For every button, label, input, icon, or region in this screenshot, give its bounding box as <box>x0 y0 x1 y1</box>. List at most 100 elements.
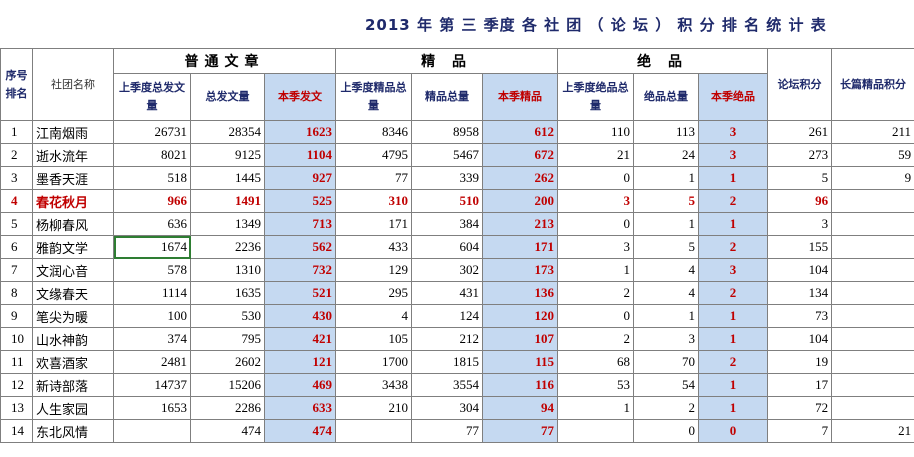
prev-total-articles-cell[interactable]: 578 <box>113 258 191 282</box>
prev-total-articles-cell[interactable]: 8021 <box>113 143 191 167</box>
total-jingpin-cell[interactable]: 510 <box>411 189 483 213</box>
club-name-cell[interactable]: 新诗部落 <box>32 373 114 397</box>
prev-jingpin-cell[interactable]: 3438 <box>335 373 412 397</box>
total-juepin-cell[interactable]: 5 <box>633 189 700 213</box>
club-name-cell[interactable]: 山水神韵 <box>32 327 114 351</box>
this-quarter-juepin-cell[interactable]: 3 <box>698 258 769 282</box>
forum-points-cell[interactable]: 17 <box>767 373 833 397</box>
this-quarter-jingpin-cell[interactable]: 94 <box>481 396 559 420</box>
juepin-group-header[interactable]: 绝 品 <box>557 48 769 74</box>
prev-juepin-cell[interactable]: 2 <box>557 327 635 351</box>
prev-jingpin-cell[interactable]: 77 <box>335 166 412 190</box>
total-articles-cell[interactable]: 1491 <box>190 189 265 213</box>
this-quarter-articles-cell[interactable]: 421 <box>264 327 336 351</box>
rank-cell[interactable]: 10 <box>0 327 33 351</box>
long-jingpin-points-cell[interactable]: 211 <box>831 120 914 144</box>
club-name-cell[interactable]: 墨香天涯 <box>32 166 114 190</box>
total-jingpin-cell[interactable]: 304 <box>411 396 483 420</box>
club-name-cell[interactable]: 文润心音 <box>32 258 114 282</box>
this-quarter-articles-cell[interactable]: 430 <box>264 304 336 328</box>
total-juepin-cell[interactable]: 0 <box>633 419 700 443</box>
forum-points-cell[interactable]: 7 <box>767 419 833 443</box>
prev-juepin-cell[interactable]: 1 <box>557 258 635 282</box>
long-jingpin-points-cell[interactable] <box>831 212 914 236</box>
total-juepin-cell[interactable]: 113 <box>633 120 700 144</box>
total-jingpin-cell[interactable]: 212 <box>411 327 483 351</box>
this-quarter-jingpin-cell[interactable]: 171 <box>481 235 559 259</box>
prev-jingpin-cell[interactable]: 1700 <box>335 350 412 374</box>
total-jingpin-cell[interactable]: 1815 <box>411 350 483 374</box>
prev-juepin-cell[interactable]: 110 <box>557 120 635 144</box>
prev-juepin-cell[interactable]: 0 <box>557 304 635 328</box>
long-jingpin-points-cell[interactable]: 9 <box>831 166 914 190</box>
total-articles-cell[interactable]: 474 <box>190 419 265 443</box>
rank-cell[interactable]: 11 <box>0 350 33 374</box>
prev-juepin-cell[interactable]: 2 <box>557 281 635 305</box>
this-quarter-articles-cell[interactable]: 732 <box>264 258 336 282</box>
prev-jingpin-cell[interactable]: 8346 <box>335 120 412 144</box>
total-articles-cell[interactable]: 530 <box>190 304 265 328</box>
prev-total-articles-cell[interactable] <box>113 419 191 443</box>
this-quarter-juepin-cell[interactable]: 2 <box>698 350 769 374</box>
long-jingpin-points-cell[interactable] <box>831 327 914 351</box>
rank-cell[interactable]: 1 <box>0 120 33 144</box>
this-quarter-articles-cell[interactable]: 521 <box>264 281 336 305</box>
total-articles-cell[interactable]: 9125 <box>190 143 265 167</box>
forum-points-cell[interactable]: 104 <box>767 327 833 351</box>
prev-total-articles-cell[interactable]: 374 <box>113 327 191 351</box>
this-quarter-articles-cell[interactable]: 474 <box>264 419 336 443</box>
prev-juepin-cell[interactable]: 21 <box>557 143 635 167</box>
prev-total-articles-cell[interactable]: 2481 <box>113 350 191 374</box>
club-name-cell[interactable]: 文缘春天 <box>32 281 114 305</box>
total-articles-cell[interactable]: 1635 <box>190 281 265 305</box>
this-quarter-juepin-cell[interactable]: 3 <box>698 143 769 167</box>
prev-total-articles-cell[interactable]: 26731 <box>113 120 191 144</box>
this-quarter-jingpin-cell[interactable]: 262 <box>481 166 559 190</box>
total-jingpin-cell[interactable]: 604 <box>411 235 483 259</box>
this-quarter-juepin-header[interactable]: 本季绝品 <box>698 73 769 121</box>
this-quarter-articles-cell[interactable]: 469 <box>264 373 336 397</box>
this-quarter-articles-cell[interactable]: 525 <box>264 189 336 213</box>
this-quarter-jingpin-cell[interactable]: 612 <box>481 120 559 144</box>
this-quarter-juepin-cell[interactable]: 1 <box>698 304 769 328</box>
forum-points-cell[interactable]: 3 <box>767 212 833 236</box>
prev-juepin-cell[interactable]: 53 <box>557 373 635 397</box>
total-jingpin-cell[interactable]: 124 <box>411 304 483 328</box>
prev-total-articles-header[interactable]: 上季度总发文量 <box>113 73 191 121</box>
prev-jingpin-cell[interactable]: 433 <box>335 235 412 259</box>
rank-cell[interactable]: 13 <box>0 396 33 420</box>
long-jingpin-points-cell[interactable] <box>831 350 914 374</box>
total-juepin-cell[interactable]: 1 <box>633 166 700 190</box>
club-name-cell[interactable]: 春花秋月 <box>32 189 114 213</box>
long-jingpin-points-cell[interactable] <box>831 235 914 259</box>
regular-articles-group-header[interactable]: 普通文章 <box>113 48 336 74</box>
this-quarter-articles-cell[interactable]: 1104 <box>264 143 336 167</box>
total-articles-cell[interactable]: 1349 <box>190 212 265 236</box>
prev-jingpin-cell[interactable]: 310 <box>335 189 412 213</box>
this-quarter-articles-cell[interactable]: 1623 <box>264 120 336 144</box>
total-juepin-cell[interactable]: 54 <box>633 373 700 397</box>
prev-total-articles-cell[interactable]: 518 <box>113 166 191 190</box>
forum-points-header[interactable]: 论坛积分 <box>767 48 833 121</box>
forum-points-cell[interactable]: 19 <box>767 350 833 374</box>
total-jingpin-cell[interactable]: 384 <box>411 212 483 236</box>
total-juepin-cell[interactable]: 3 <box>633 327 700 351</box>
prev-jingpin-cell[interactable]: 4795 <box>335 143 412 167</box>
total-jingpin-cell[interactable]: 5467 <box>411 143 483 167</box>
club-name-header[interactable]: 社团名称 <box>32 48 114 121</box>
club-name-cell[interactable]: 笔尖为暖 <box>32 304 114 328</box>
total-articles-header[interactable]: 总发文量 <box>190 73 265 121</box>
jingpin-group-header[interactable]: 精 品 <box>334 48 559 74</box>
total-jingpin-cell[interactable]: 77 <box>411 419 483 443</box>
prev-juepin-cell[interactable]: 1 <box>557 396 635 420</box>
this-quarter-articles-cell[interactable]: 121 <box>264 350 336 374</box>
rank-cell[interactable]: 4 <box>0 189 33 213</box>
prev-total-articles-cell[interactable]: 966 <box>113 189 191 213</box>
prev-juepin-header[interactable]: 上季度绝品总量 <box>557 73 635 121</box>
long-jingpin-points-cell[interactable] <box>831 396 914 420</box>
rank-cell[interactable]: 14 <box>0 419 33 443</box>
prev-jingpin-cell[interactable]: 295 <box>335 281 412 305</box>
prev-jingpin-header[interactable]: 上季度精品总量 <box>335 73 412 121</box>
prev-jingpin-cell[interactable]: 210 <box>335 396 412 420</box>
this-quarter-juepin-cell[interactable]: 2 <box>698 189 769 213</box>
